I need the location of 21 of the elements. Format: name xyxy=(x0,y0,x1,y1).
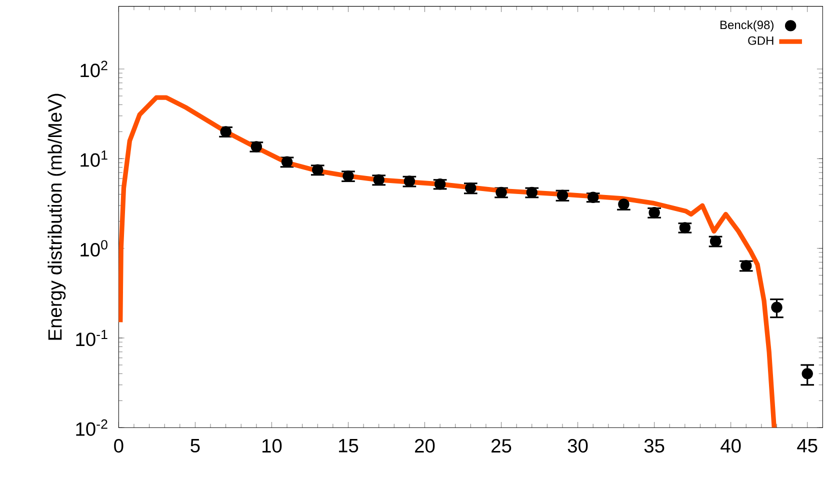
x-tick-label: 0 xyxy=(114,439,124,453)
legend-label: GDH xyxy=(748,36,774,45)
x-tick-label: 5 xyxy=(190,439,200,452)
x-tick-label: 20 xyxy=(415,439,435,453)
y-axis-title: Energy distribution (mb/MeV) xyxy=(48,94,66,340)
y-tick-label: 10$^{-2}$ xyxy=(76,419,108,436)
legend-label: Benck(98) xyxy=(720,20,774,32)
x-tick-label: 15 xyxy=(339,439,358,452)
point xyxy=(771,302,782,313)
x-tick-label: 45 xyxy=(797,439,818,452)
line-series xyxy=(118,95,776,428)
x-tick-label: 10 xyxy=(262,439,282,453)
x-tick-label: 35 xyxy=(644,439,664,453)
y-tick-label: 10$^{-1}$ xyxy=(76,330,108,346)
x-tick-label: 30 xyxy=(568,439,588,453)
y-tick-label: 10$^{1}$ xyxy=(80,150,108,167)
point xyxy=(802,368,813,380)
x-tick-label: 40 xyxy=(720,439,741,453)
y-tick-label: 10$^{0}$ xyxy=(80,240,108,257)
x-tick-label: 25 xyxy=(492,439,512,453)
y-tick-label: 10$^{2}$ xyxy=(80,60,108,78)
